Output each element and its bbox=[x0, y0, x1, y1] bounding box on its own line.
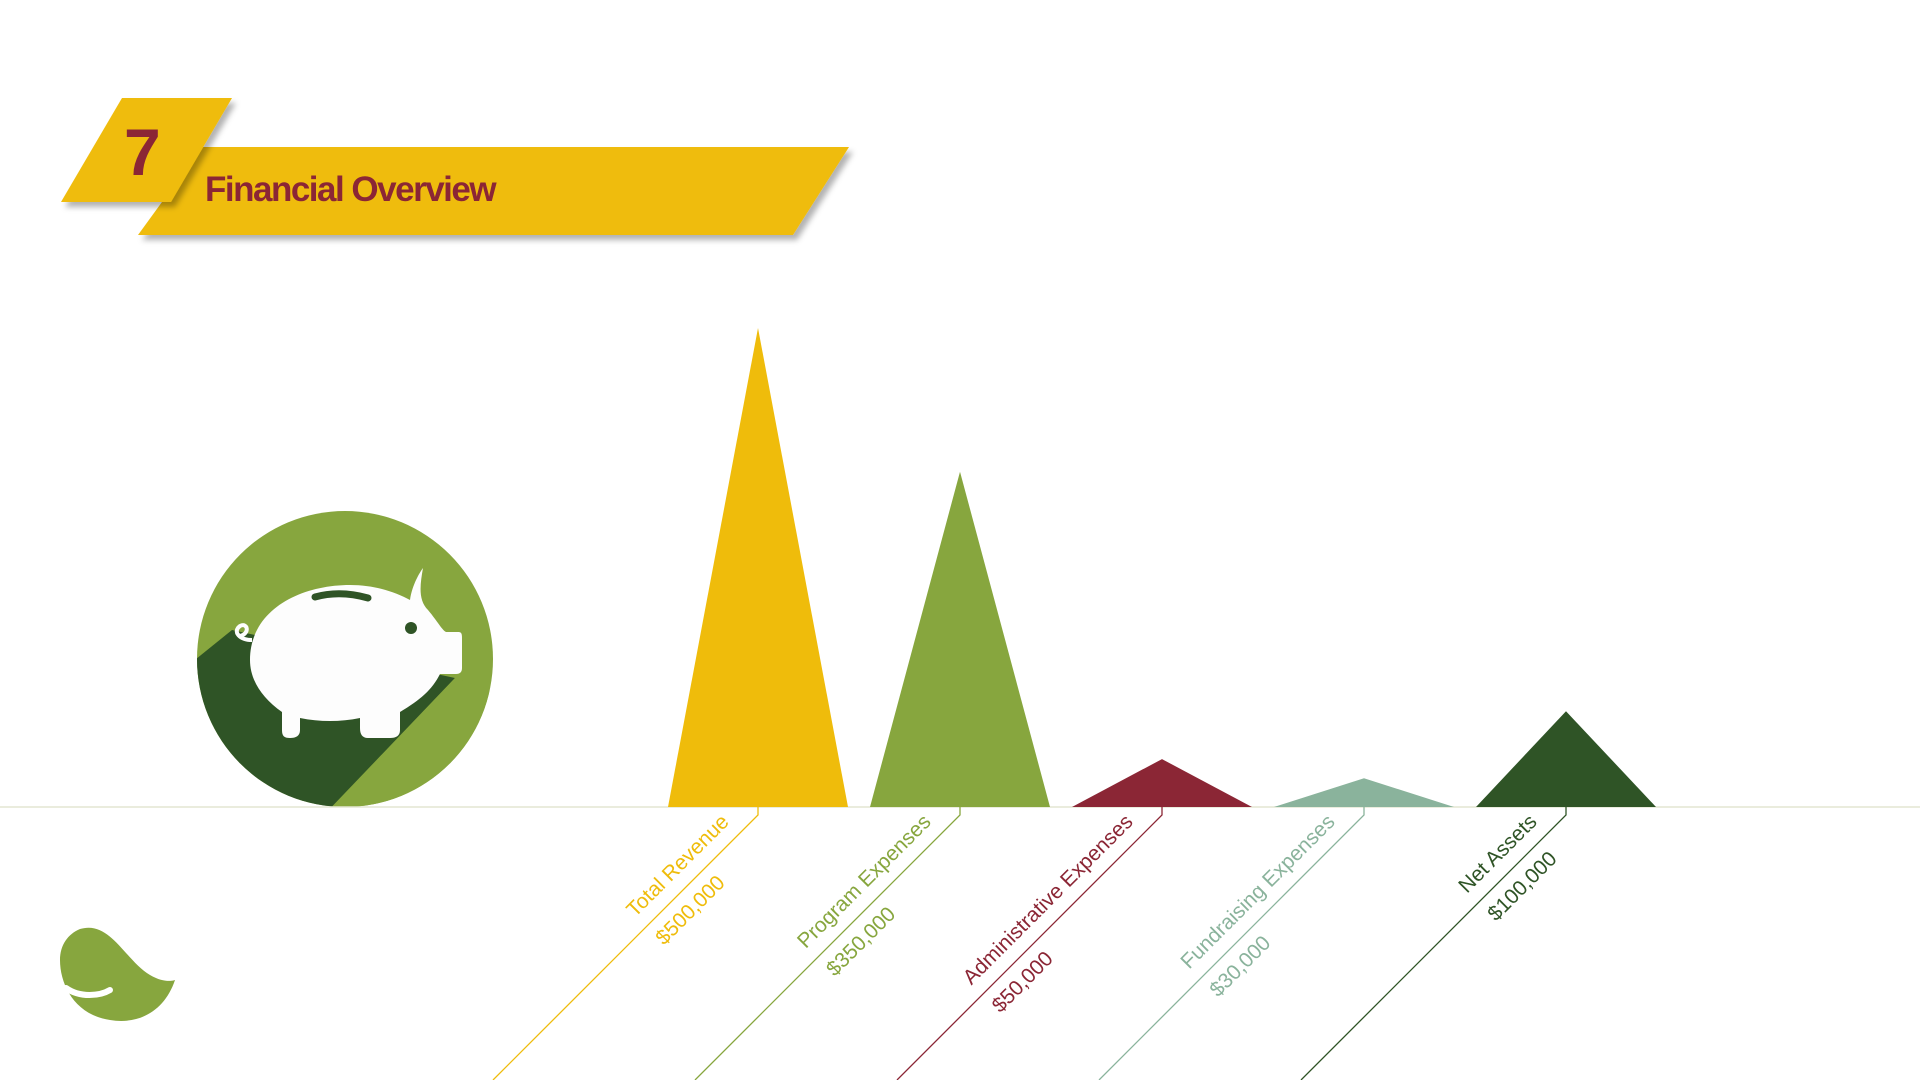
triangle-bar bbox=[870, 471, 1050, 807]
triangle-bar bbox=[668, 328, 848, 807]
leader-line bbox=[1098, 807, 1365, 1080]
section-header: 7 Financial Overview bbox=[61, 98, 849, 235]
page-title: Financial Overview bbox=[205, 170, 497, 209]
leaf-logo-icon bbox=[60, 927, 175, 1021]
triangle-bar bbox=[1274, 778, 1454, 807]
section-number: 7 bbox=[124, 115, 161, 189]
leader-line bbox=[1300, 807, 1567, 1080]
piggy-bank-icon bbox=[197, 511, 493, 807]
leader-line bbox=[492, 807, 759, 1080]
category-label: Total Revenue bbox=[622, 810, 733, 921]
triangle-bar bbox=[1072, 759, 1252, 807]
triangle-bar bbox=[1476, 711, 1656, 807]
section-number-badge bbox=[61, 98, 232, 202]
title-banner bbox=[138, 147, 849, 235]
triangle-chart: Total Revenue$500,000 Program Expenses$35… bbox=[492, 328, 1656, 1080]
leader-line bbox=[694, 807, 961, 1080]
leader-line bbox=[896, 807, 1163, 1080]
